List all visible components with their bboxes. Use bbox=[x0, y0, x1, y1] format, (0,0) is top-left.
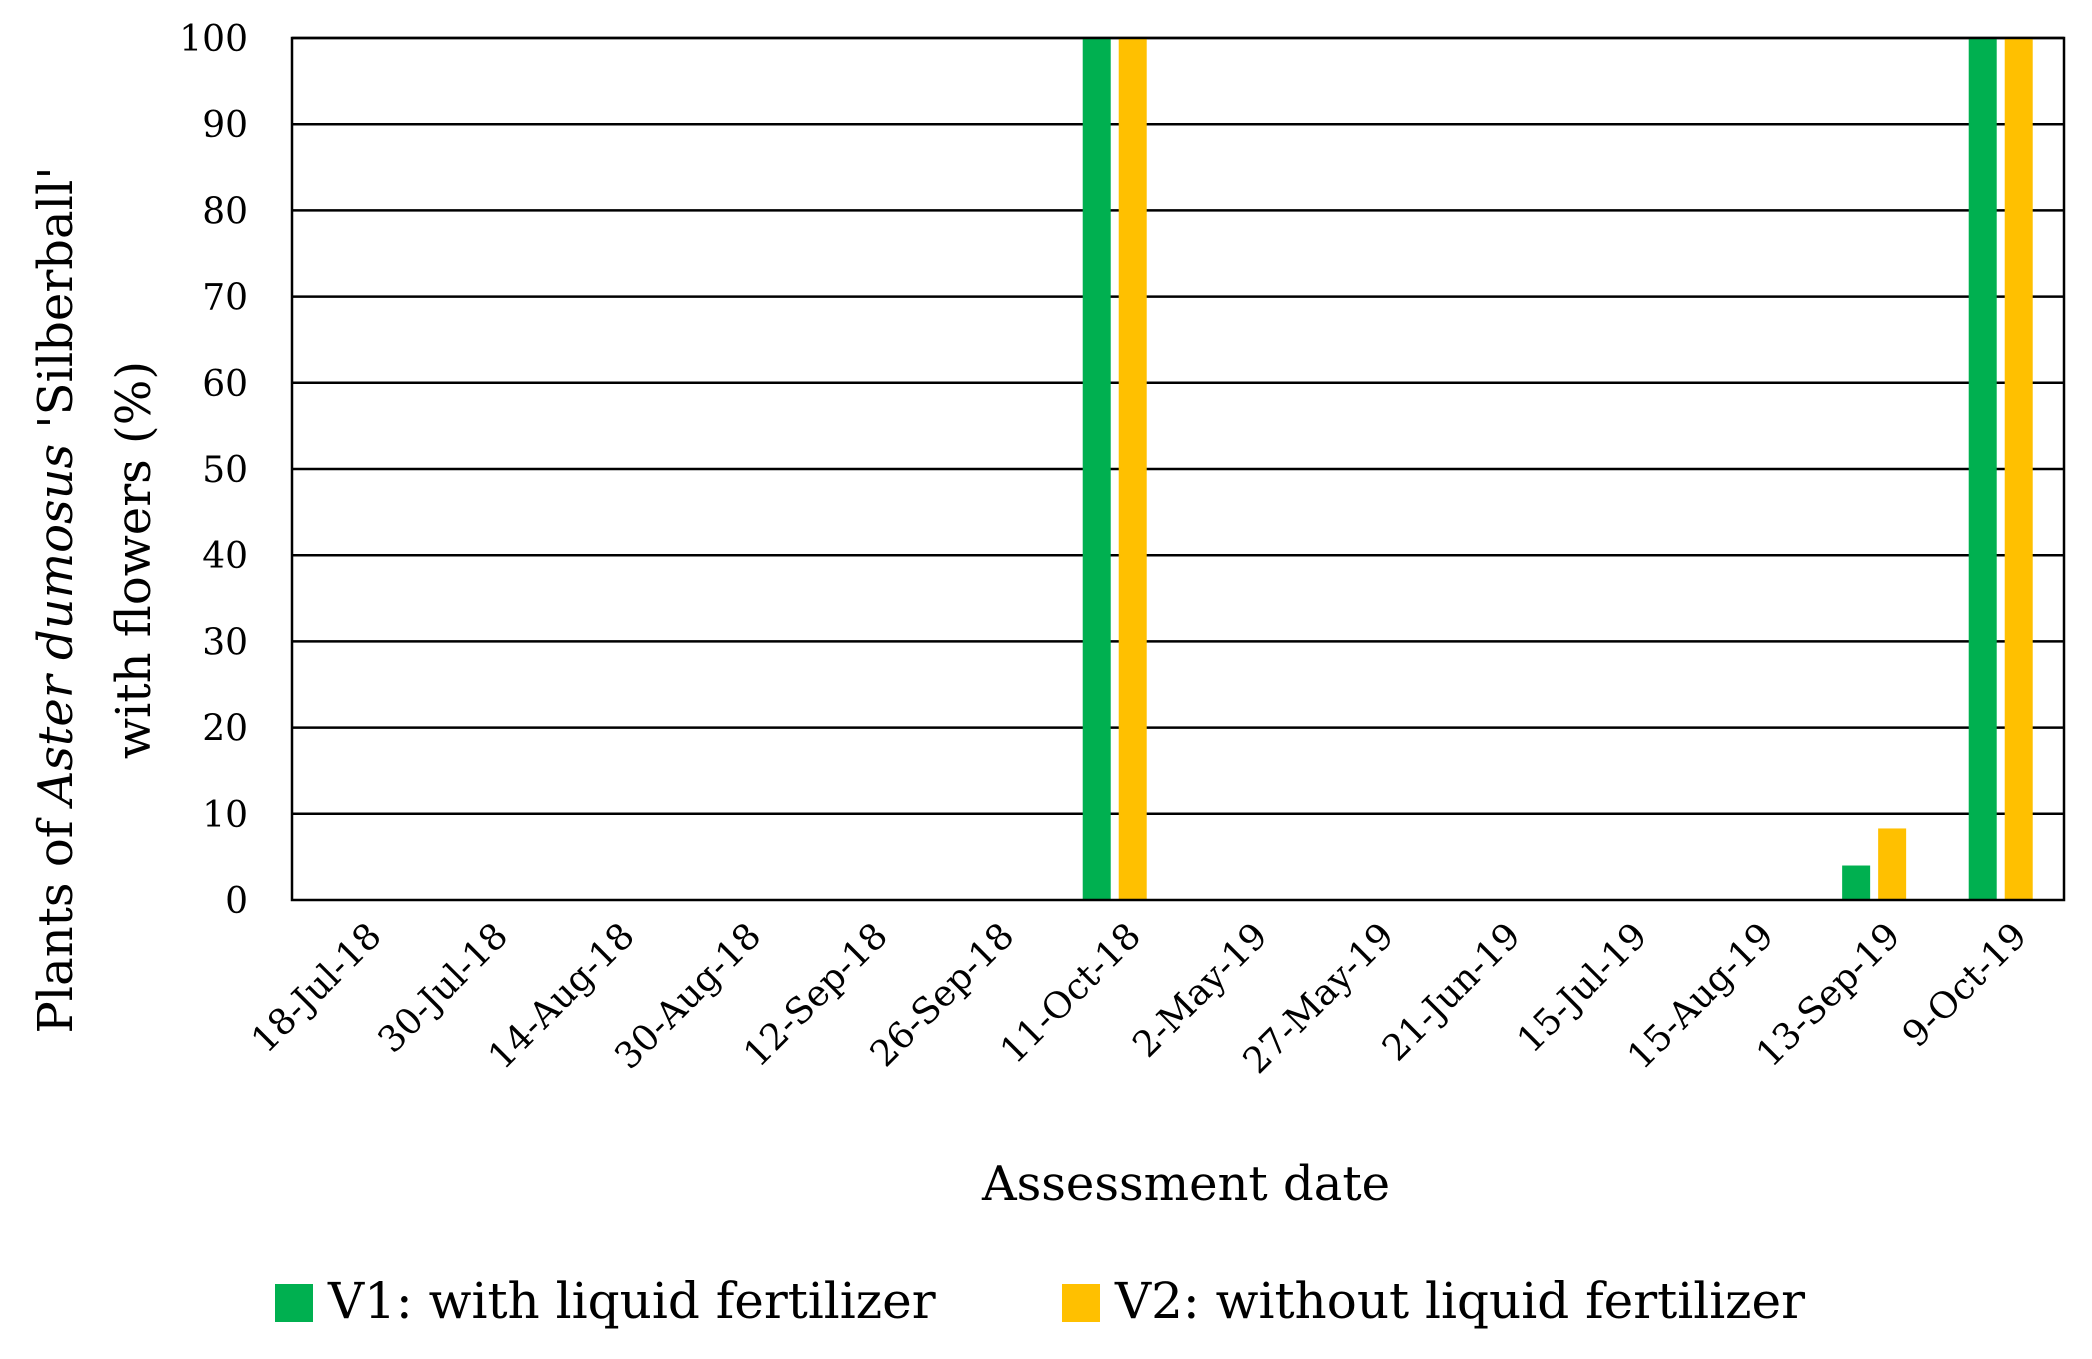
legend-label-v1: V1: with liquid fertilizer bbox=[327, 1272, 936, 1330]
bar-1-11-Oct-18 bbox=[1082, 38, 1111, 900]
bars bbox=[1082, 38, 2033, 900]
y-axis-label-line1: Plants of Aster dumosus 'Silberball' bbox=[28, 166, 84, 1033]
y-tick-label: 30 bbox=[202, 622, 248, 663]
legend-swatch-v2 bbox=[1062, 1284, 1100, 1322]
y-tick-label: 90 bbox=[202, 105, 248, 146]
axes bbox=[290, 36, 2066, 902]
x-tick-label: 18-Jul-18 bbox=[244, 915, 390, 1061]
y-tick-label: 80 bbox=[202, 191, 248, 232]
legend-swatch-v1 bbox=[275, 1284, 313, 1322]
y-tick-label: 50 bbox=[202, 450, 248, 491]
y-tick-label: 70 bbox=[202, 278, 248, 319]
bar-1-9-Oct-19 bbox=[1968, 38, 1997, 900]
gridlines bbox=[292, 36, 2064, 816]
plot-frame bbox=[290, 36, 2066, 902]
y-tick-label: 20 bbox=[202, 709, 248, 750]
y-tick-label: 0 bbox=[225, 881, 248, 922]
x-tick-labels: 18-Jul-1830-Jul-1814-Aug-1830-Aug-1812-S… bbox=[244, 915, 2035, 1082]
legend: V1: with liquid fertilizer V2: without l… bbox=[275, 1272, 1805, 1330]
bar-2-13-Sep-19 bbox=[1878, 828, 1907, 900]
y-tick-label: 40 bbox=[202, 536, 248, 577]
y-tick-labels: 0 10 20 30 40 50 60 70 80 90 100 bbox=[179, 19, 248, 922]
y-axis-label-line2: with flowers (%) bbox=[106, 361, 162, 759]
x-tick-label: 21-Jun-19 bbox=[1375, 915, 1529, 1069]
legend-label-v2: V2: without liquid fertilizer bbox=[1114, 1272, 1805, 1330]
y-tick-label: 10 bbox=[202, 795, 248, 836]
bar-1-13-Sep-19 bbox=[1842, 865, 1871, 900]
y-tick-label: 100 bbox=[179, 19, 248, 60]
x-tick-label: 9-Oct-19 bbox=[1895, 915, 2035, 1055]
bar-2-9-Oct-19 bbox=[2004, 38, 2033, 900]
y-tick-label: 60 bbox=[202, 364, 248, 405]
bar-2-11-Oct-18 bbox=[1118, 38, 1147, 900]
x-axis-label: Assessment date bbox=[981, 1156, 1390, 1212]
